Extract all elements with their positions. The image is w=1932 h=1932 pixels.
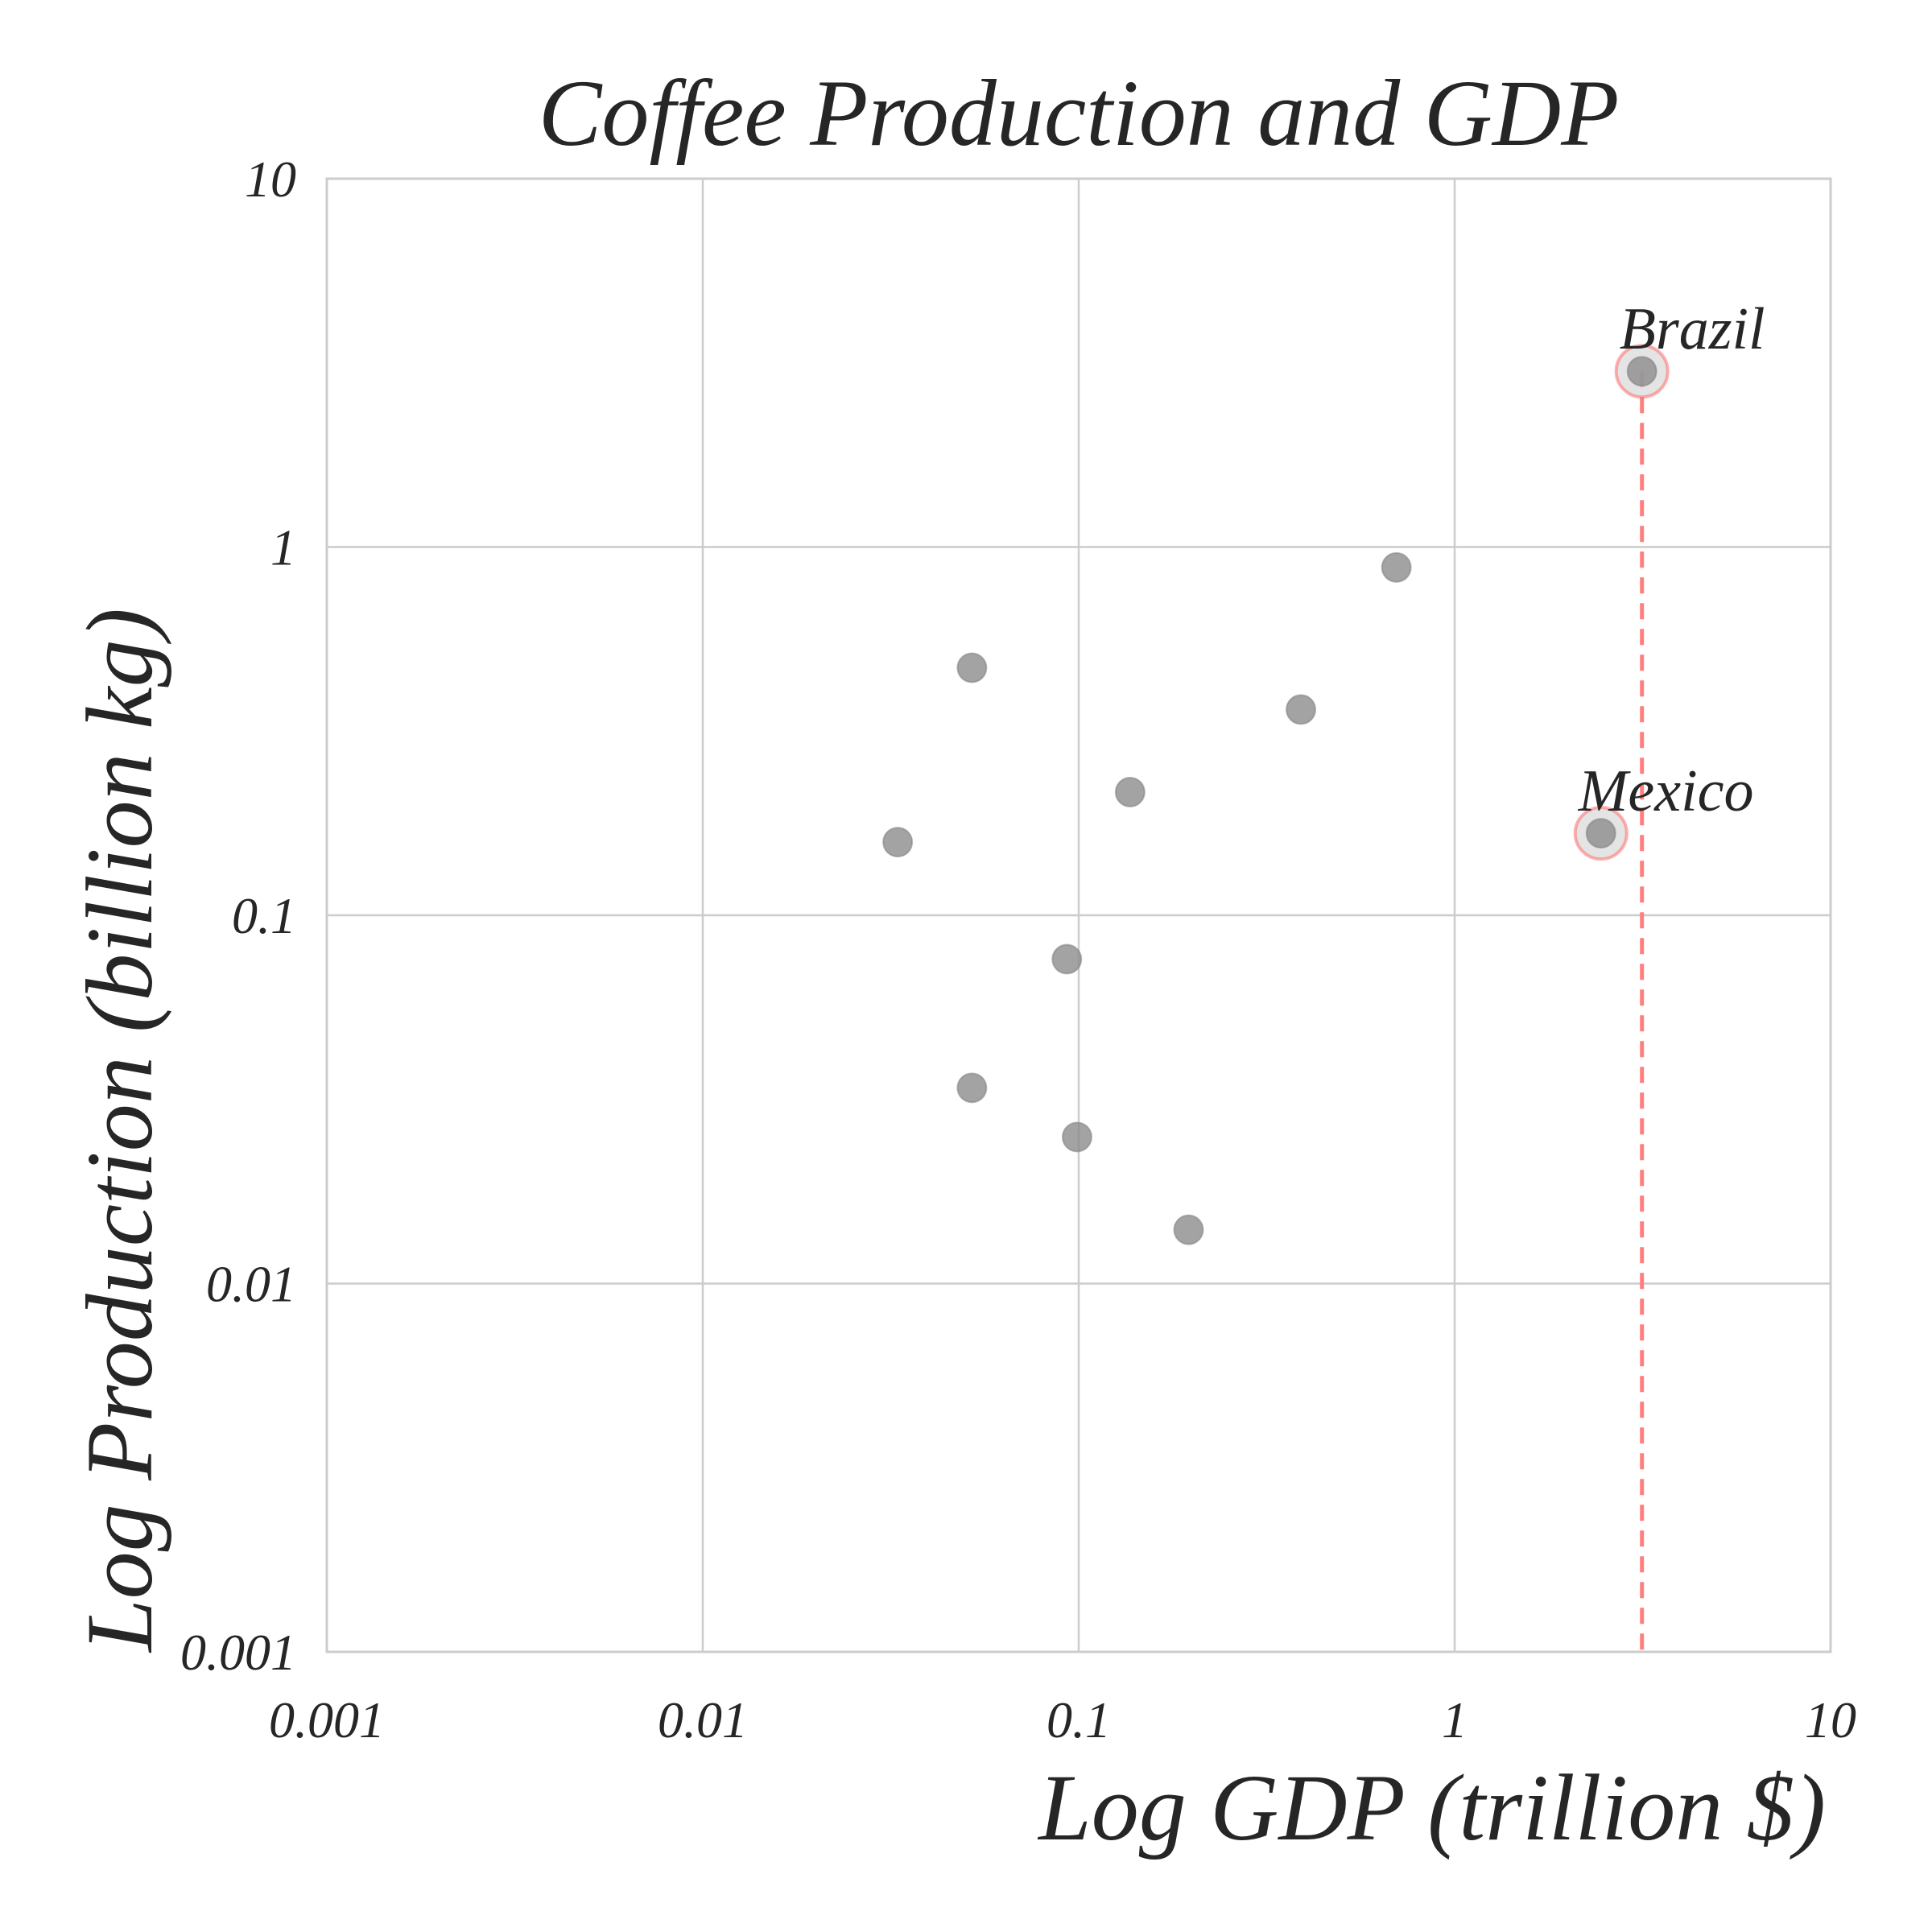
data-point <box>956 1072 988 1104</box>
point-annotation: Mexico <box>1578 758 1754 824</box>
x-axis-label: Log GDP (trillion $) <box>1037 1755 1826 1860</box>
y-tick-label: 10 <box>245 151 296 208</box>
data-point <box>1173 1214 1204 1245</box>
x-tick-labels: 0.001 0.01 0.1 1 10 <box>269 1691 1856 1748</box>
x-tick-label: 0.01 <box>658 1691 748 1748</box>
data-point <box>882 827 914 858</box>
data-point <box>1061 1121 1092 1153</box>
x-tick-label: 0.001 <box>269 1691 385 1748</box>
data-point <box>1585 818 1616 849</box>
annotations: Brazil Mexico <box>1578 296 1765 824</box>
y-tick-label: 0.001 <box>180 1624 296 1681</box>
plot-frame <box>325 177 1832 1653</box>
x-tick-label: 10 <box>1805 1691 1856 1748</box>
data-point <box>1286 694 1317 725</box>
data-point <box>1381 551 1412 583</box>
data-point <box>1626 356 1657 387</box>
data-points <box>882 344 1670 1245</box>
y-tick-label: 1 <box>270 519 296 576</box>
y-axis-label: Log Production (billion kg) <box>67 608 172 1653</box>
data-point <box>1114 776 1146 807</box>
y-tick-label: 0.1 <box>232 887 296 944</box>
x-tick-label: 1 <box>1442 1691 1468 1748</box>
chart-title: Coffee Production and GDP <box>539 60 1620 166</box>
data-point <box>1051 943 1083 975</box>
y-tick-label: 0.01 <box>206 1256 296 1313</box>
point-annotation: Brazil <box>1620 296 1765 362</box>
y-tick-labels: 0.001 0.01 0.1 1 10 <box>180 151 296 1681</box>
x-tick-label: 0.1 <box>1046 1691 1111 1748</box>
data-point <box>956 652 988 683</box>
